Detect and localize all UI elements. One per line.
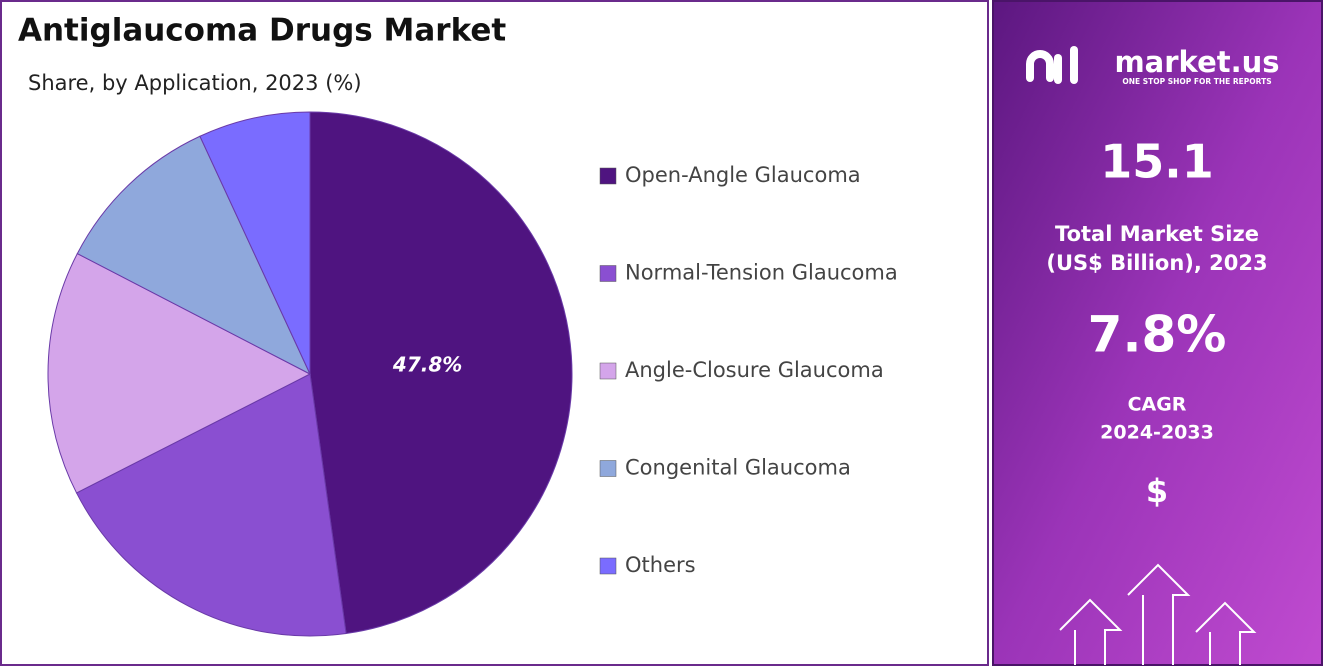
market-size-label: Total Market Size [1055, 222, 1259, 246]
sidebar-background [992, 0, 1323, 666]
pie-slice [75, 373, 347, 637]
legend-swatch [599, 557, 617, 575]
logo-icon [1026, 46, 1078, 84]
market-size-label: (US$ Billion), 2023 [1046, 251, 1267, 275]
tagline: ONE STOP SHOP FOR THE REPORTS [1122, 77, 1271, 86]
cagr-label: CAGR [1128, 394, 1187, 416]
chart-subtitle: Share, by Application, 2023 (%) [28, 71, 362, 95]
pie: 47.8% [47, 111, 573, 637]
currency-icon: $ [1146, 472, 1168, 510]
market-size: 15.1 [1100, 135, 1214, 189]
brand: market.us [1114, 45, 1279, 79]
legend: Open-Angle Glaucoma Normal-Tension Glauco… [599, 163, 898, 577]
pie-slice [309, 111, 573, 635]
legend-swatch [599, 167, 617, 185]
pie-slice [199, 111, 311, 375]
cagr-label: 2024-2033 [1100, 422, 1214, 444]
pie-slice [47, 252, 312, 494]
growth-arrows [1059, 563, 1257, 665]
legend-label: Congenital Glaucoma [625, 456, 851, 480]
legend-label: Others [625, 553, 696, 577]
legend-label: Angle-Closure Glaucoma [625, 358, 884, 382]
pie-slice [76, 135, 312, 376]
chart-title: Antiglaucoma Drugs Market [18, 13, 506, 49]
legend-swatch [599, 265, 617, 282]
legend-swatch [599, 460, 617, 477]
data-label: 47.8% [392, 352, 462, 376]
sidebar: market.us ONE STOP SHOP FOR THE REPORTS … [992, 0, 1323, 666]
legend-label: Normal-Tension Glaucoma [625, 261, 898, 285]
cagr: 7.8% [1088, 306, 1227, 364]
legend-label: Open-Angle Glaucoma [625, 163, 861, 187]
legend-swatch [599, 362, 617, 380]
